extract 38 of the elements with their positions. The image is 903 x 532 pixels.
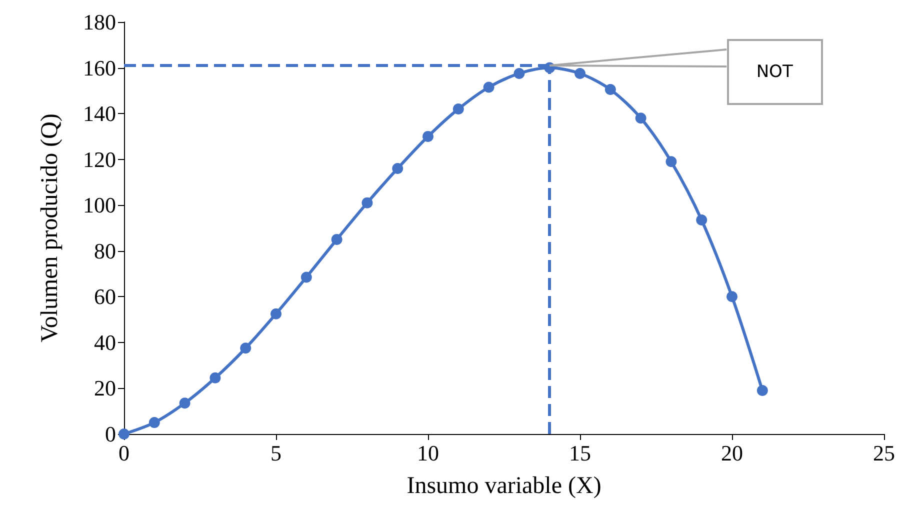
x-tick-label: 10 [417,440,439,466]
point [452,103,464,114]
x-tick-label: 25 [873,440,895,466]
point [362,197,373,208]
callout-box: NOT [726,39,823,106]
point [666,156,677,168]
point [604,84,616,96]
point [726,291,738,302]
point [148,417,160,428]
y-tick-label: 180 [83,10,116,34]
point [179,398,190,409]
y-tick-label: 80 [94,238,116,264]
x-tick-label: 15 [569,440,591,466]
point [696,214,708,226]
y-tick-label: 40 [94,330,116,355]
point [756,385,768,396]
point [483,82,494,93]
point [392,162,404,174]
point [635,112,646,124]
point [270,308,282,320]
y-tick-label: 60 [94,284,116,310]
point [300,272,312,283]
y-tick-label: 160 [83,55,116,80]
point [514,68,525,79]
y-tick-label: 120 [83,146,116,172]
point [240,342,252,354]
y-tick-label: 140 [83,101,116,126]
x-tick-label: 20 [721,440,743,466]
point [574,68,586,79]
y-tick-label: 0 [105,422,116,446]
x-axis-title: Insumo variable (X) [406,473,602,499]
point [331,234,342,245]
x-tick-label: 5 [270,440,282,466]
point [422,130,434,142]
y-tick-label: 20 [94,376,116,401]
y-tick-label: 100 [83,192,116,218]
point [210,372,221,384]
y-axis-title: Volumen producido (Q) [37,114,63,342]
